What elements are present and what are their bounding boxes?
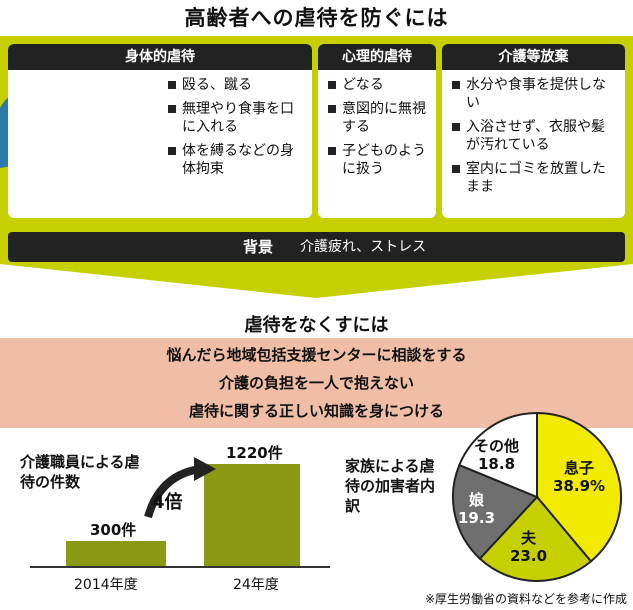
panel-neglect: 介護等放棄 水分や食事を提供しない 入浴させず、衣服や髪が汚れている 室内にゴミ… — [442, 44, 625, 218]
list-item: 水分や食事を提供しない — [452, 76, 619, 112]
bar-2014 — [66, 540, 166, 566]
x-axis — [30, 566, 330, 568]
list-item: 子どものように扱う — [328, 142, 430, 178]
slice-value: 19.3 — [458, 509, 496, 527]
pie-slice-3 — [457, 411, 538, 499]
pie-slice-0 — [536, 411, 622, 563]
list-item: 体を縛るなどの身体拘束 — [168, 142, 306, 178]
x-tick-label: 24年度 — [233, 577, 279, 593]
list-item: どなる — [328, 76, 430, 94]
list-item: 意図的に無視する — [328, 100, 430, 136]
panel-heading: 心理的虐待 — [318, 44, 436, 70]
growth-arrow-icon — [144, 457, 216, 519]
list-item: 殴る、蹴る — [168, 76, 306, 94]
slice-label-son: 息子 38.9% — [553, 459, 605, 495]
list-item: 無理やり食事を口に入れる — [168, 100, 306, 136]
pie-slice-1 — [478, 495, 593, 582]
page-title: 高齢者への虐待を防ぐには — [184, 6, 449, 30]
bar-value-label: 300件 — [90, 520, 137, 539]
slice-value: 38.9% — [553, 477, 606, 495]
panel-heading: 身体的虐待 — [8, 44, 312, 70]
slice-name: 息子 — [564, 459, 595, 477]
list-item: 入浴させず、衣服や髪が汚れている — [452, 118, 619, 154]
slice-label-other: その他 18.8 — [474, 437, 519, 473]
slice-name: 娘 — [469, 491, 485, 509]
background-value: 介護疲れ、ストレス — [300, 239, 427, 255]
prevention-item: 介護の負担を一人で抱えない — [218, 374, 414, 392]
panel-psychological-abuse: 心理的虐待 どなる 意図的に無視する 子どものように扱う — [318, 44, 436, 218]
slice-name: 夫 — [521, 529, 537, 547]
bar-chart-title: 介護職員による虐待の件数 — [20, 453, 140, 491]
panel-heading: 介護等放棄 — [442, 44, 625, 70]
slice-label-husband: 夫 23.0 — [510, 529, 547, 565]
bar-2024 — [204, 464, 300, 566]
x-tick-label: 2014年度 — [74, 577, 138, 593]
slice-value: 18.8 — [478, 455, 516, 473]
prevention-item: 虐待に関する正しい知識を身につける — [188, 402, 444, 420]
prevention-title: 虐待をなくすには — [244, 315, 389, 336]
arrow-down-shape — [0, 264, 633, 298]
pie-chart-title: 家族による虐待の加害者内訳 — [345, 457, 436, 515]
list-item: 室内にゴミを放置したまま — [452, 160, 619, 196]
bar-value-label: 1220件 — [226, 444, 283, 462]
prevention-item: 悩んだら地域包括支援センターに相談をする — [166, 346, 467, 364]
slice-label-daughter: 娘 19.3 — [458, 491, 495, 527]
panel-physical-abuse: 身体的虐待 殴る、蹴る 無理やり食事を口に入れる 体を縛るなどの身体拘束 — [8, 44, 312, 218]
background-bar: 背景 介護疲れ、ストレス — [8, 232, 625, 262]
footnote: ※厚生労働省の資料などを参考に作成 — [424, 592, 627, 606]
multiplier-annotation: 4倍 — [152, 492, 183, 513]
slice-name: その他 — [474, 437, 520, 455]
slice-value: 23.0 — [510, 547, 548, 565]
pie-chart — [452, 411, 622, 582]
prevention-box: 悩んだら地域包括支援センターに相談をする 介護の負担を一人で抱えない 虐待に関す… — [0, 338, 633, 428]
background-label: 背景 — [243, 238, 274, 256]
